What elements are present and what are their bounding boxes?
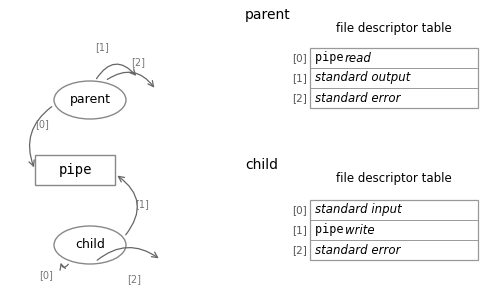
Bar (35, 155, 115, 185)
Text: [1]: [1] (95, 42, 109, 52)
Text: parent: parent (245, 8, 291, 22)
Text: standard output: standard output (315, 71, 411, 84)
Text: write: write (345, 224, 375, 236)
Text: pipe: pipe (58, 163, 92, 177)
Text: [1]: [1] (292, 225, 307, 235)
Text: [2]: [2] (131, 57, 145, 67)
Text: standard input: standard input (315, 203, 402, 217)
Text: child: child (245, 158, 278, 172)
Text: [0]: [0] (39, 270, 53, 280)
Text: read: read (345, 52, 372, 64)
Bar (310, 200, 478, 260)
Text: [0]: [0] (35, 119, 49, 129)
Text: pipe: pipe (315, 224, 351, 236)
Text: [1]: [1] (135, 199, 149, 209)
Text: [2]: [2] (292, 93, 307, 103)
Text: pipe: pipe (315, 52, 351, 64)
Text: [1]: [1] (292, 73, 307, 83)
Text: child: child (75, 239, 105, 252)
Text: [2]: [2] (292, 245, 307, 255)
Text: standard error: standard error (315, 92, 400, 105)
Text: standard error: standard error (315, 243, 400, 257)
Text: [0]: [0] (292, 205, 307, 215)
Text: [0]: [0] (292, 53, 307, 63)
Text: [2]: [2] (127, 274, 141, 284)
Bar (310, 48, 478, 108)
Text: file descriptor table: file descriptor table (336, 172, 452, 185)
Text: parent: parent (70, 94, 111, 106)
Text: file descriptor table: file descriptor table (336, 22, 452, 35)
